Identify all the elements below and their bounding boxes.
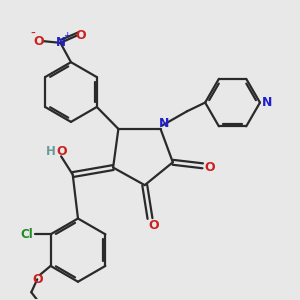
- Text: N: N: [262, 96, 272, 109]
- Text: N: N: [159, 117, 169, 130]
- Text: O: O: [32, 273, 43, 286]
- Text: O: O: [148, 219, 159, 232]
- Text: O: O: [76, 28, 86, 42]
- Text: N: N: [56, 36, 65, 50]
- Text: O: O: [204, 161, 215, 174]
- Text: +: +: [63, 31, 70, 40]
- Text: -: -: [31, 27, 35, 41]
- Text: O: O: [56, 145, 67, 158]
- Text: O: O: [33, 34, 44, 48]
- Text: Cl: Cl: [20, 228, 33, 241]
- Text: H: H: [46, 145, 56, 158]
